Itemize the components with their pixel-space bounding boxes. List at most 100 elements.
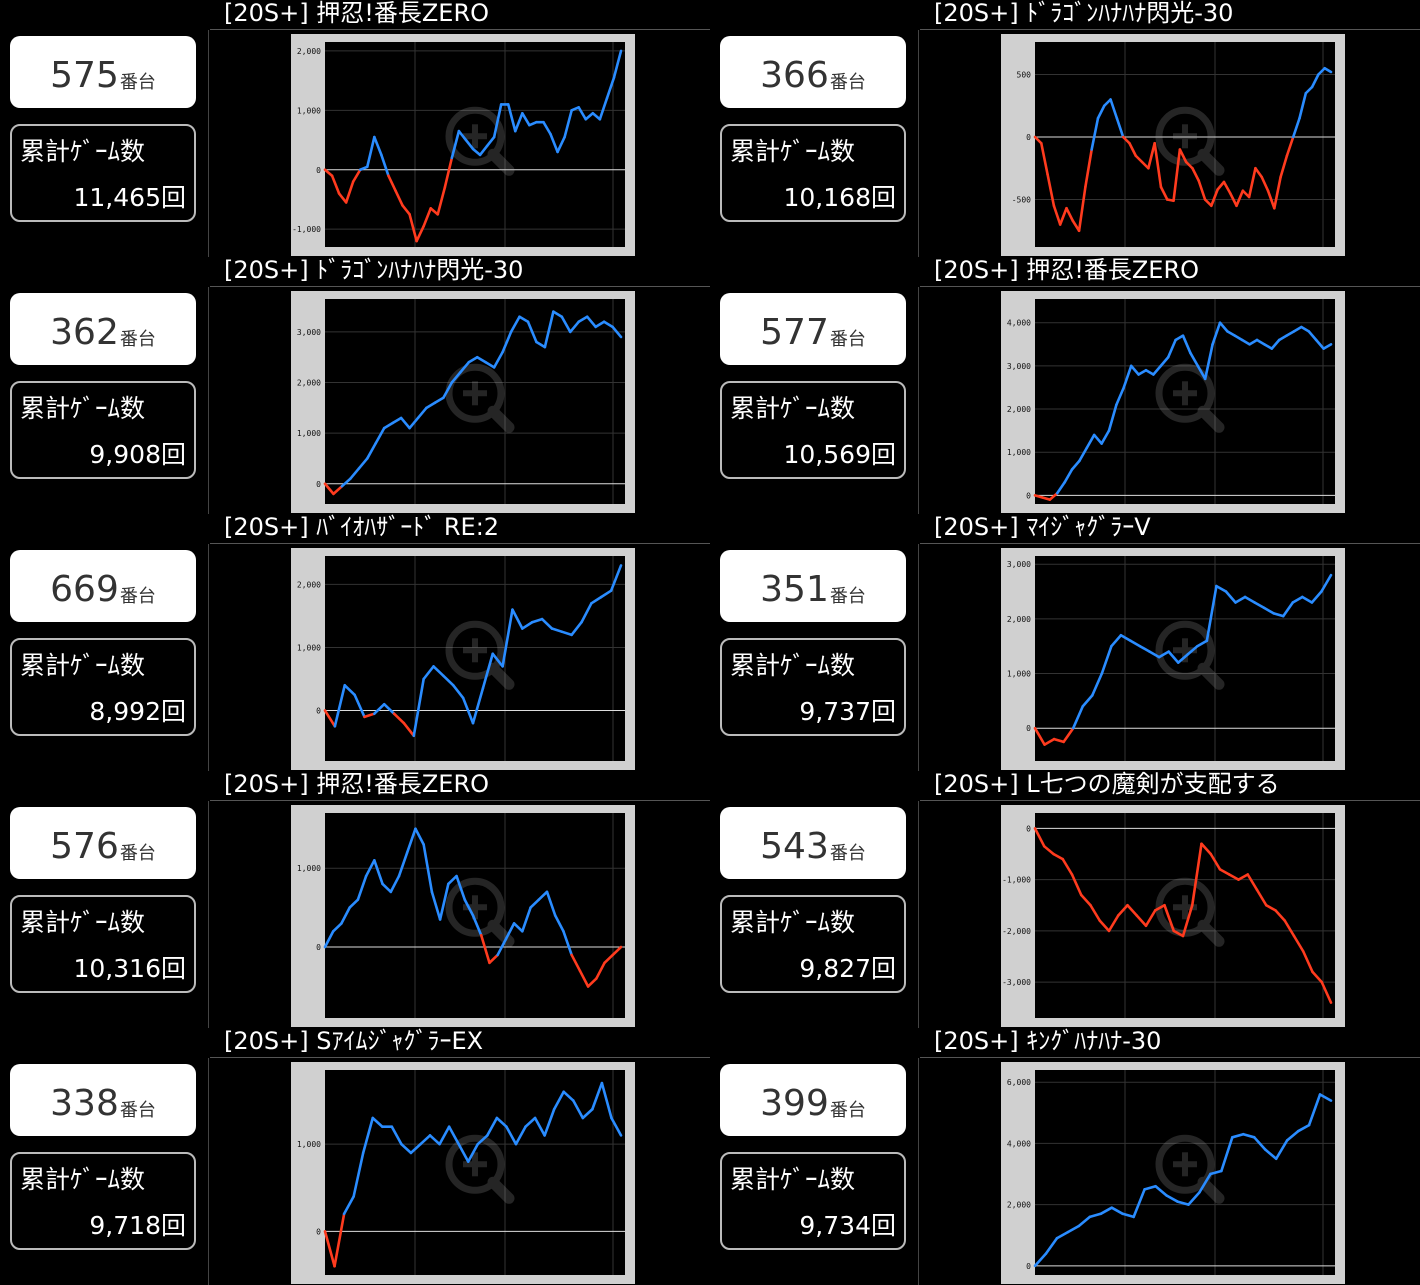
zoom-icon xyxy=(445,620,515,690)
series-segment xyxy=(1307,330,1318,342)
machine-number-box[interactable]: 577 番台 xyxy=(720,293,906,365)
series-segment xyxy=(560,315,572,334)
series-segment xyxy=(568,320,581,334)
machine-number-box[interactable]: 399 番台 xyxy=(720,1064,906,1136)
machine-entry[interactable]: [20S+] L七つの魔剣が支配する 543 番台 累計ｹﾞｰﾑ数 9,827回 -3,0… xyxy=(710,770,1420,1028)
series-segment xyxy=(1063,468,1074,484)
machine-title[interactable]: [20S+] ｷﾝｸﾞﾊﾅﾊﾅ-30 xyxy=(920,1024,1420,1058)
series-segment xyxy=(438,882,450,921)
machine-number-unit: 番台 xyxy=(119,586,156,607)
series-segment xyxy=(442,381,454,400)
series-segment xyxy=(399,416,411,430)
machine-number-box[interactable]: 351 番台 xyxy=(720,550,906,622)
machine-number-box[interactable]: 543 番台 xyxy=(720,807,906,879)
payout-chart-svg: -1,000 0 1,000 2,000 xyxy=(292,42,625,247)
machine-number-box[interactable]: 576 番台 xyxy=(10,807,196,879)
machine-entry[interactable]: [20S+] ｷﾝｸﾞﾊﾅﾊﾅ-30 399 番台 累計ｹﾞｰﾑ数 9,734回 0 2,0… xyxy=(710,1027,1420,1285)
zoom-icon xyxy=(1155,1134,1225,1204)
machine-title[interactable]: [20S+] ﾄﾞﾗｺﾞﾝﾊﾅﾊﾅ閃光-30 xyxy=(210,253,710,287)
machine-entry[interactable]: [20S+] SｱｲﾑｼﾞｬｸﾞﾗｰEX 338 番台 累計ｹﾞｰﾑ数 9,718回 0 1… xyxy=(0,1027,710,1285)
series-segment xyxy=(1102,98,1112,108)
payout-chart[interactable]: 0 1,000 2,000 3,000 xyxy=(1001,548,1345,770)
payout-chart[interactable]: 0 1,000 2,000 3,000 xyxy=(291,291,635,513)
payout-chart[interactable]: 0 1,000 2,000 3,000 4,000 xyxy=(1001,291,1345,513)
machine-entry[interactable]: [20S+] 押忍!番長ZERO 575 番台 累計ｹﾞｰﾑ数 11,465回 -1,00… xyxy=(0,0,710,257)
series-segment xyxy=(1285,330,1296,337)
machine-title[interactable]: [20S+] 押忍!番長ZERO xyxy=(210,0,710,30)
plot-area xyxy=(325,42,625,247)
payout-chart[interactable]: -1,000 0 1,000 2,000 xyxy=(291,34,635,256)
machine-number-unit: 番台 xyxy=(829,843,866,864)
machine-title[interactable]: [20S+] ﾊﾞｲｵﾊｻﾞｰﾄﾞ RE:2 xyxy=(210,510,710,544)
series-segment xyxy=(374,426,386,445)
machine-entry[interactable]: [20S+] 押忍!番長ZERO 577 番台 累計ｹﾞｰﾑ数 10,569回 0 1,00… xyxy=(710,256,1420,514)
machine-number-box[interactable]: 338 番台 xyxy=(10,1064,196,1136)
series-segment xyxy=(342,1195,355,1216)
y-tick-label: 3,000 xyxy=(1007,362,1031,371)
payout-chart[interactable]: 0 1,000 xyxy=(291,805,635,1027)
series-segment xyxy=(552,310,564,319)
machine-number-box[interactable]: 366 番台 xyxy=(720,36,906,108)
series-segment xyxy=(1033,135,1043,145)
payout-chart[interactable]: -500 0 500 xyxy=(1001,34,1345,256)
series-segment xyxy=(594,320,606,329)
series-segment xyxy=(1172,148,1182,203)
series-segment xyxy=(1147,141,1156,170)
series-segment xyxy=(392,712,406,725)
machine-number-box[interactable]: 362 番台 xyxy=(10,293,196,365)
payout-chart[interactable]: 0 1,000 2,000 xyxy=(291,548,635,770)
series-segment xyxy=(1191,166,1201,183)
divider xyxy=(208,30,209,257)
series-segment xyxy=(425,401,437,410)
series-segment xyxy=(1070,873,1083,897)
machine-number: 576 xyxy=(50,826,119,867)
machine-entry[interactable]: [20S+] 押忍!番長ZERO 576 番台 累計ｹﾞｰﾑ数 10,316回 0 1,00… xyxy=(0,770,710,1028)
payout-chart[interactable]: 0 1,000 xyxy=(291,1062,635,1284)
series-segment xyxy=(387,174,397,192)
machine-title[interactable]: [20S+] L七つの魔剣が支配する xyxy=(920,767,1420,801)
game-count-value: 8,992回 xyxy=(89,692,186,728)
machine-entry[interactable]: [20S+] ﾏｲｼﾞｬｸﾞﾗｰV 351 番台 累計ｹﾞｰﾑ数 9,737回 0 1,00… xyxy=(710,513,1420,771)
series-segment xyxy=(365,441,378,460)
machine-entry[interactable]: [20S+] ﾄﾞﾗｺﾞﾝﾊﾅﾊﾅ閃光-30 362 番台 累計ｹﾞｰﾑ数 9,908回… xyxy=(0,256,710,514)
series-segment xyxy=(1190,842,1203,907)
payout-chart[interactable]: 0 2,000 4,000 6,000 xyxy=(1001,1062,1345,1284)
series-segment xyxy=(459,360,471,374)
payout-chart[interactable]: -3,000 -2,000 -1,000 0 xyxy=(1001,805,1345,1027)
series-segment xyxy=(373,135,383,157)
series-segment xyxy=(1092,433,1103,445)
machine-title[interactable]: [20S+] SｱｲﾑｼﾞｬｸﾞﾗｰEX xyxy=(210,1024,710,1058)
machine-entry[interactable]: [20S+] ﾄﾞﾗｺﾞﾝﾊﾅﾊﾅ閃光-30 366 番台 累計ｹﾞｰﾑ数 10,168… xyxy=(710,0,1420,257)
series-segment xyxy=(580,602,593,624)
series-segment xyxy=(1043,737,1056,746)
y-tick-label: 1,000 xyxy=(297,864,321,873)
series-segment xyxy=(400,1142,413,1155)
game-count-label: 累計ｹﾞｰﾑ数 xyxy=(20,1165,146,1194)
plot-area xyxy=(325,556,625,761)
series-segment xyxy=(1218,321,1229,333)
series-segment xyxy=(323,1230,336,1268)
series-segment xyxy=(540,617,554,630)
plot-area xyxy=(1035,556,1335,761)
series-segment xyxy=(1085,433,1096,450)
series-segment xyxy=(389,874,401,894)
series-segment xyxy=(1233,334,1244,342)
machine-title[interactable]: [20S+] 押忍!番長ZERO xyxy=(210,767,710,801)
series-segment xyxy=(419,1134,432,1146)
zoom-icon xyxy=(445,1134,515,1204)
machine-number: 338 xyxy=(50,1083,119,1124)
machine-entry[interactable]: [20S+] ﾊﾞｲｵﾊｻﾞｰﾄﾞ RE:2 669 番台 累計ｹﾞｰﾑ数 8,992回… xyxy=(0,513,710,771)
machine-title[interactable]: [20S+] 押忍!番長ZERO xyxy=(920,253,1420,287)
game-count-label: 累計ｹﾞｰﾑ数 xyxy=(20,908,146,937)
series-segment xyxy=(1167,650,1180,664)
series-segment xyxy=(1098,919,1111,933)
series-segment xyxy=(602,320,614,329)
series-segment xyxy=(1134,154,1144,164)
machine-number-box[interactable]: 669 番台 xyxy=(10,550,196,622)
game-count-label: 累計ｹﾞｰﾑ数 xyxy=(730,908,856,937)
series-segment xyxy=(333,1212,346,1268)
series-segment xyxy=(463,898,475,917)
machine-title[interactable]: [20S+] ﾄﾞﾗｺﾞﾝﾊﾅﾊﾅ閃光-30 xyxy=(920,0,1420,30)
machine-title[interactable]: [20S+] ﾏｲｼﾞｬｸﾞﾗｰV xyxy=(920,510,1420,544)
machine-number-box[interactable]: 575 番台 xyxy=(10,36,196,108)
